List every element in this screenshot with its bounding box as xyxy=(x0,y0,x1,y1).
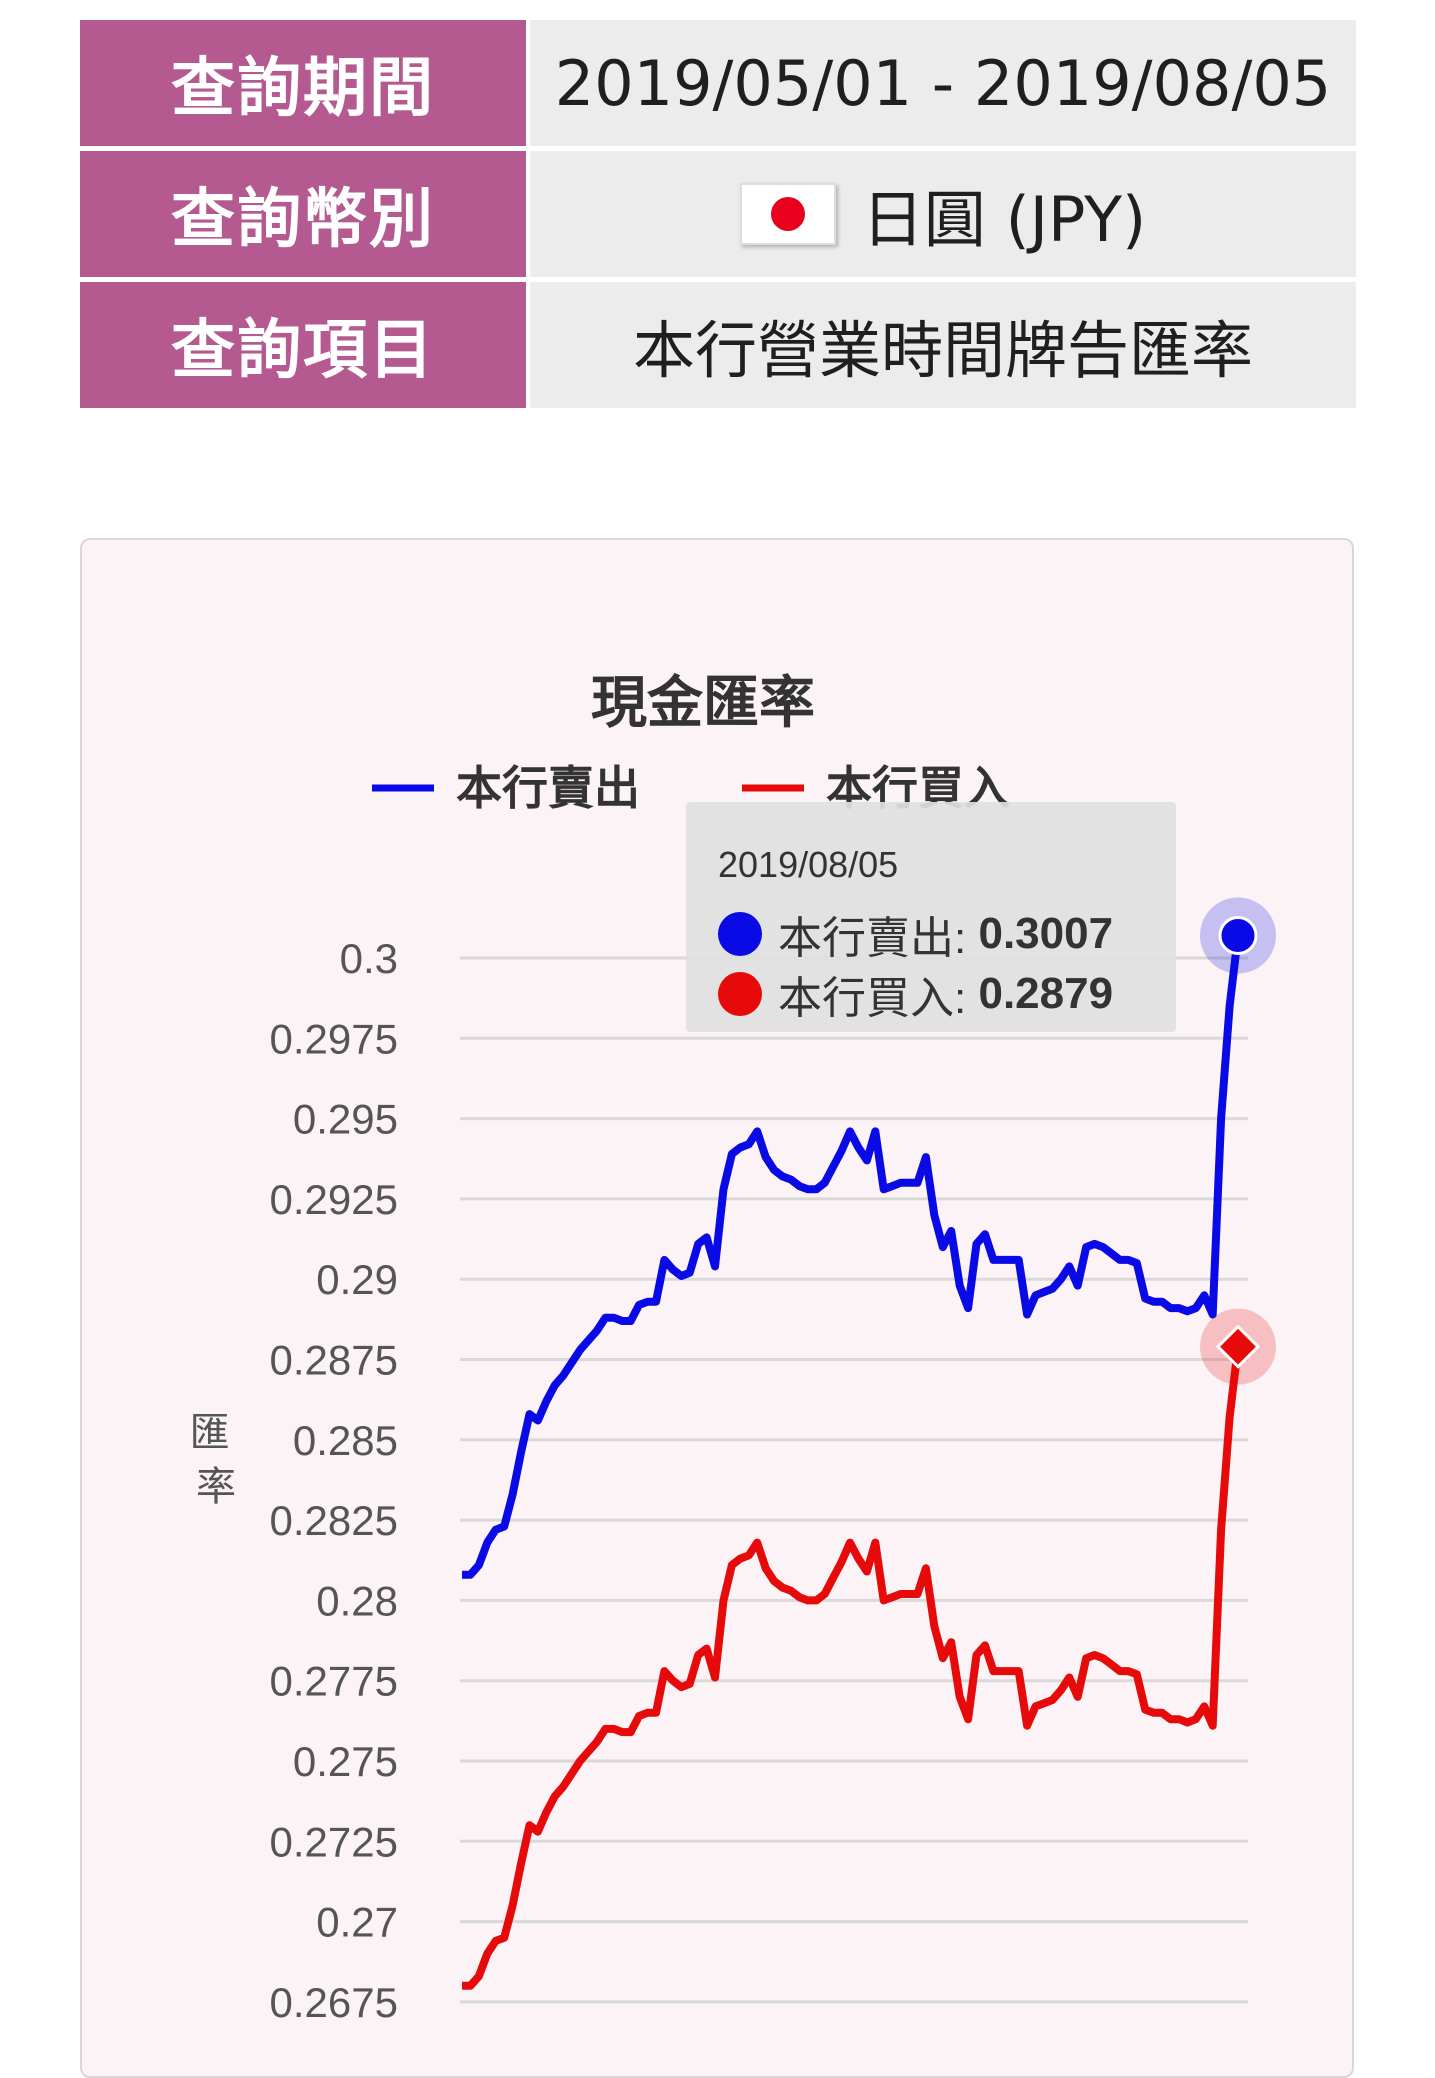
series-lines xyxy=(462,935,1242,1990)
buy-series-line[interactable] xyxy=(462,1346,1242,1990)
y-tick-label: 0.2825 xyxy=(270,1497,398,1544)
y-axis-ticks: 0.3 0.2975 0.295 0.2925 0.29 0.2875 0.285 0.282… xyxy=(270,935,398,2026)
y-tick-label: 0.2775 xyxy=(270,1658,398,1705)
query-item-value: 本行營業時間牌告匯率 xyxy=(530,282,1356,408)
query-currency-value-cell: 日圓 (JPY) xyxy=(530,151,1356,277)
query-currency-row: 查詢幣別 日圓 (JPY) xyxy=(80,151,1356,277)
y-tick-label: 0.28 xyxy=(316,1577,398,1624)
tooltip-sell-value: 0.3007 xyxy=(978,909,1114,958)
y-axis-title: 匯 率 xyxy=(190,1410,243,1510)
chart-card xyxy=(80,538,1354,2078)
query-currency-value: 日圓 (JPY) xyxy=(861,183,1147,256)
sell-last-point[interactable] xyxy=(1218,916,1258,956)
legend-sell-label[interactable]: 本行賣出 xyxy=(456,761,640,815)
y-tick-label: 0.29 xyxy=(316,1256,398,1303)
query-currency-label: 查詢幣別 xyxy=(80,151,526,277)
sell-series-line[interactable] xyxy=(462,935,1242,1579)
query-item-row: 查詢項目 本行營業時間牌告匯率 xyxy=(80,282,1356,408)
y-tick-label: 0.27 xyxy=(316,1899,398,1946)
y-tick-label: 0.285 xyxy=(293,1417,398,1464)
tooltip-buy-dot-icon xyxy=(718,972,762,1016)
y-tick-label: 0.295 xyxy=(293,1096,398,1143)
y-tick-label: 0.2925 xyxy=(270,1176,398,1223)
y-tick-label: 0.2875 xyxy=(270,1337,398,1384)
query-period-label: 查詢期間 xyxy=(80,20,526,146)
series-markers xyxy=(1200,897,1276,1385)
query-period-row: 查詢期間 2019/05/01 - 2019/08/05 xyxy=(80,20,1356,146)
tooltip-buy-value: 0.2879 xyxy=(978,969,1114,1018)
tooltip-buy-label: 本行買入: xyxy=(778,974,967,1023)
chart-tooltip: 2019/08/05 本行賣出: 0.3007 本行買入: 0.2879 xyxy=(686,802,1176,1032)
y-tick-label: 0.2675 xyxy=(270,1979,398,2026)
buy-last-point[interactable] xyxy=(1215,1324,1261,1369)
tooltip-sell-row: 本行賣出: 0.3007 xyxy=(718,902,1113,966)
y-tick-label: 0.2975 xyxy=(270,1015,398,1062)
japan-flag-icon xyxy=(739,183,836,245)
tooltip-date: 2019/08/05 xyxy=(718,844,899,885)
query-info-table: 查詢期間 2019/05/01 - 2019/08/05 查詢幣別 日圓 (JP… xyxy=(80,20,1356,413)
tooltip-buy-row: 本行買入: 0.2879 xyxy=(718,962,1113,1026)
tooltip-sell-label: 本行賣出: xyxy=(778,914,967,963)
y-tick-label: 0.2725 xyxy=(270,1818,398,1865)
y-tick-label: 0.275 xyxy=(293,1738,398,1785)
tooltip-sell-dot-icon xyxy=(718,912,762,956)
y-tick-label: 0.3 xyxy=(340,935,398,982)
grid-lines xyxy=(460,956,1248,2004)
query-period-value: 2019/05/01 - 2019/08/05 xyxy=(530,20,1356,146)
query-item-label: 查詢項目 xyxy=(80,282,526,408)
chart-title: 現金匯率 xyxy=(591,671,815,736)
